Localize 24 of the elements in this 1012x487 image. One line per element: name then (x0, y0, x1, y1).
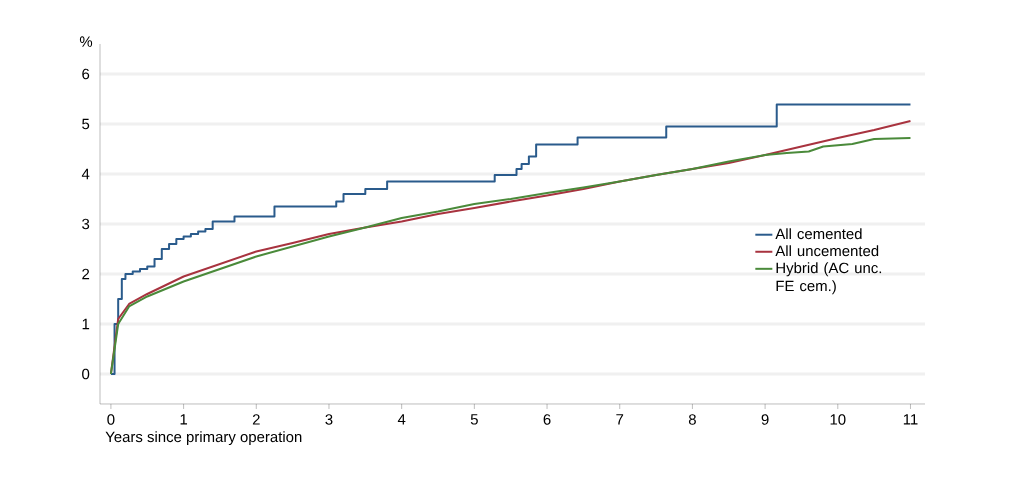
y-tick-label: 4 (81, 168, 90, 180)
x-tick-label: 3 (325, 414, 333, 425)
legend-label: Hybrid (AC unc. FE cem.) (776, 262, 882, 295)
x-tick-label: 2 (252, 414, 260, 425)
y-tick-label: 6 (82, 68, 90, 80)
y-tick-label: 3 (82, 218, 90, 230)
x-tick-label: 11 (903, 414, 918, 425)
x-tick-label: 10 (830, 414, 846, 425)
x-axis-title: Years since primary operation (105, 431, 302, 446)
x-tick-label: 1 (180, 414, 188, 425)
x-tick-label: 5 (470, 414, 478, 425)
y-tick-label: 2 (82, 268, 90, 280)
y-tick-label: 0 (82, 368, 90, 380)
x-tick-label: 9 (761, 414, 769, 425)
x-tick-label: 8 (688, 414, 696, 425)
x-tick-label: 6 (543, 414, 551, 425)
x-tick-label: 4 (397, 414, 406, 425)
legend-label: All cemented (775, 228, 862, 240)
y-axis-title: % (79, 36, 93, 47)
x-tick-label: 0 (107, 414, 115, 425)
y-tick-label: 5 (82, 118, 90, 130)
y-tick-label: 1 (82, 318, 90, 330)
legend-label: All uncemented (775, 245, 879, 257)
x-tick-label: 7 (616, 414, 624, 425)
